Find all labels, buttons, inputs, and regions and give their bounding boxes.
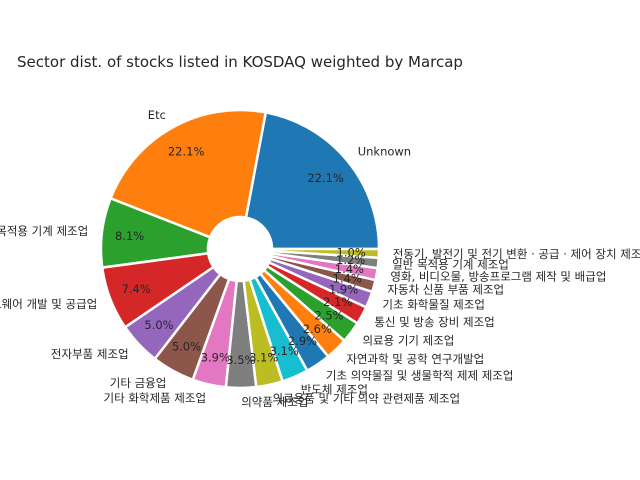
slice-percent-label: 8.1% (115, 229, 144, 243)
pie-slices (99, 108, 381, 390)
slice-percent-label: 2.1% (323, 295, 352, 309)
pie-slice (270, 247, 381, 259)
chart-title: Sector dist. of stocks listed in KOSDAQ … (17, 53, 463, 71)
slice-category-label: 자동차 신품 부품 제조업 (387, 283, 504, 297)
pie-slice (244, 111, 381, 251)
slice-category-label: 전동기, 발전기 및 전기 변환 · 공급 · 제어 장치 제조업 (393, 247, 640, 261)
slice-category-label: 반도체 제조업 (301, 382, 368, 396)
slice-percent-label: 22.1% (307, 171, 344, 185)
slice-percent-label: 3.9% (201, 350, 230, 364)
slice-percent-label: 1.9% (329, 282, 358, 296)
slice-percent-label: 1.2% (336, 253, 365, 267)
slice-category-label: 전자부품 제조업 (51, 347, 129, 361)
slice-category-label: 영화, 비디오물, 방송프로그램 제작 및 배급업 (390, 270, 606, 284)
slice-percent-label: 2.9% (288, 334, 317, 348)
slice-category-label: Etc (148, 108, 166, 122)
slice-category-label: Unknown (358, 144, 411, 158)
slice-percent-label: 2.5% (314, 309, 343, 323)
slice-category-label: 기초 의약물질 및 생물학적 제제 제조업 (326, 368, 514, 382)
slice-category-label: 기타 화학제품 제조업 (104, 391, 207, 405)
slice-percent-label: 7.4% (122, 282, 151, 296)
slice-percent-label: 3.1% (249, 351, 278, 365)
slice-category-label: 특수 목적용 기계 제조업 (0, 224, 88, 238)
slice-category-label: 의약품 제조업 (241, 395, 308, 409)
slice-percent-label: 1.4% (333, 272, 362, 286)
slice-percent-label: 1.0% (337, 245, 366, 259)
slice-percent-label: 5.0% (144, 318, 173, 332)
slice-percent-label: 1.4% (335, 262, 364, 276)
slice-percent-label: 5.0% (172, 339, 201, 353)
slice-category-label: 일반 목적용 기계 제조업 (392, 257, 509, 271)
slice-category-label: 통신 및 방송 장비 제조업 (374, 315, 494, 329)
slice-category-label: 소프트웨어 개발 및 공급업 (0, 297, 97, 311)
slice-category-label: 자연과학 및 공학 연구개발업 (346, 352, 484, 366)
slice-percent-label: 22.1% (168, 145, 205, 159)
slice-category-label: 기타 금융업 (110, 376, 167, 390)
pie-percent-labels: 22.1%22.1%8.1%7.4%5.0%5.0%3.9%3.5%3.1%3.… (115, 145, 366, 367)
slice-category-label: 의료용품 및 기타 의약 관련제품 제조업 (273, 391, 461, 405)
slice-category-label: 의료용 기기 제조업 (362, 334, 454, 348)
slice-percent-label: 3.1% (270, 344, 299, 358)
slice-category-label: 기초 화학물질 제조업 (382, 298, 485, 312)
slice-percent-label: 2.6% (303, 322, 332, 336)
pie-slice (109, 108, 268, 239)
slice-percent-label: 3.5% (226, 353, 255, 367)
pie-category-labels: Unknown Etc 특수 목적용 기계 제조업소프트웨어 개발 및 공급업전자부… (0, 108, 640, 409)
